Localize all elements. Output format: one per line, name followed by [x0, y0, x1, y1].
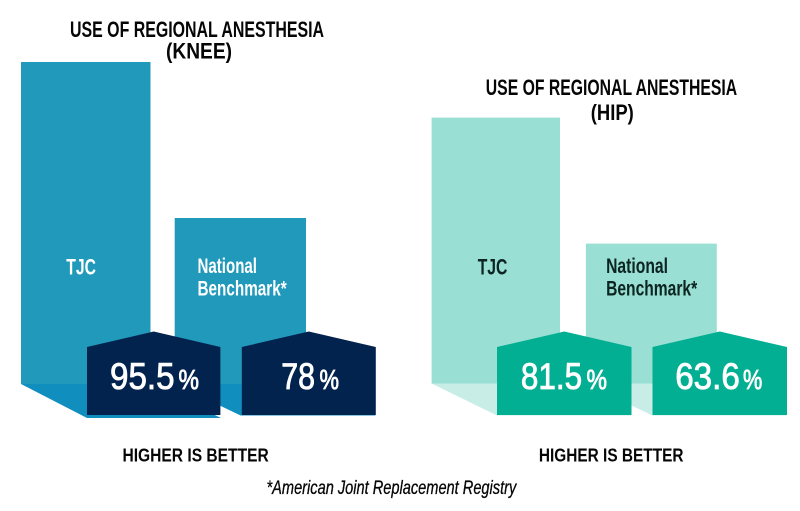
svg-text:78: 78	[281, 356, 315, 397]
svg-text:95.5: 95.5	[110, 356, 175, 397]
svg-text:Benchmark*: Benchmark*	[606, 276, 698, 301]
svg-text:USE OF REGIONAL ANESTHESIA: USE OF REGIONAL ANESTHESIA	[486, 75, 737, 100]
svg-text:(HIP): (HIP)	[591, 100, 634, 125]
svg-text:Benchmark*: Benchmark*	[198, 276, 288, 301]
svg-text:National: National	[198, 253, 258, 278]
svg-text:USE OF REGIONAL ANESTHESIA: USE OF REGIONAL ANESTHESIA	[70, 17, 324, 42]
svg-text:TJC: TJC	[478, 254, 508, 279]
svg-text:63.6: 63.6	[675, 356, 740, 397]
svg-text:%: %	[743, 364, 762, 395]
svg-text:National: National	[606, 253, 668, 278]
svg-text:81.5: 81.5	[521, 356, 582, 397]
svg-text:%: %	[179, 364, 200, 395]
svg-text:HIGHER IS BETTER: HIGHER IS BETTER	[122, 446, 268, 466]
svg-text:*American Joint Replacement Re: *American Joint Replacement Registry	[267, 478, 518, 499]
svg-text:HIGHER IS BETTER: HIGHER IS BETTER	[539, 446, 684, 466]
svg-text:%: %	[320, 364, 340, 395]
svg-text:%: %	[587, 364, 608, 395]
svg-text:TJC: TJC	[66, 254, 96, 279]
svg-text:(KNEE): (KNEE)	[166, 39, 232, 64]
